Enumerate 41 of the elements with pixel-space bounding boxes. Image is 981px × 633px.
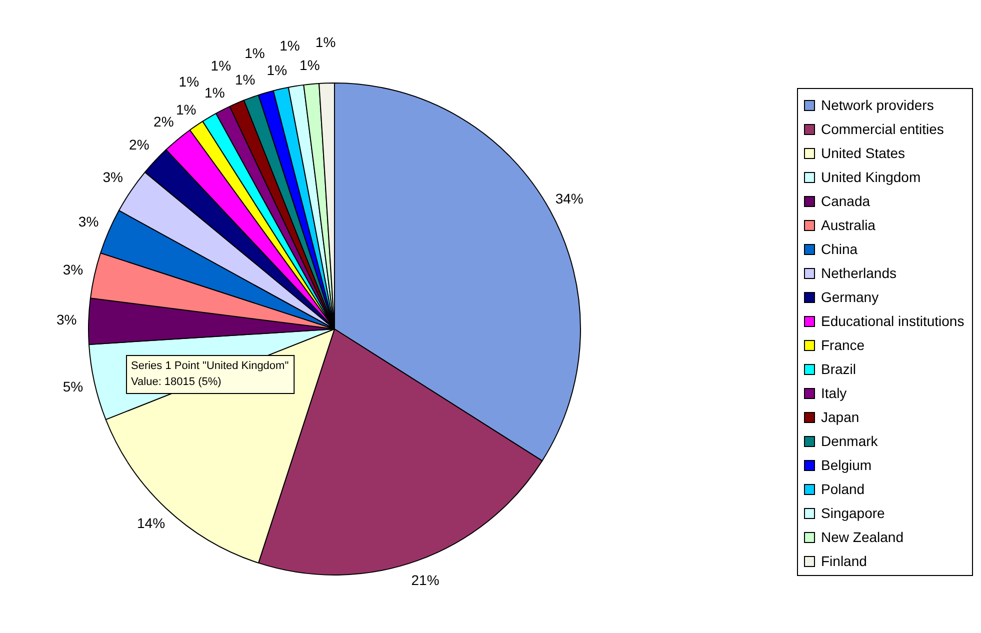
legend-label: Brazil	[821, 361, 856, 377]
data-label: 1%	[176, 102, 196, 118]
legend-label: United States	[821, 145, 906, 161]
legend-label: Denmark	[821, 433, 878, 449]
data-label: 1%	[210, 57, 232, 74]
data-label: 21%	[411, 572, 440, 588]
legend-label: Poland	[821, 481, 865, 497]
data-label: 3%	[102, 169, 123, 186]
legend-label: Canada	[821, 193, 870, 209]
data-label: 34%	[555, 190, 584, 207]
data-label: 5%	[62, 378, 84, 394]
legend-label: Singapore	[821, 505, 885, 521]
legend-label: Japan	[821, 409, 860, 425]
data-label: 1%	[300, 57, 320, 74]
data-label: 1%	[315, 34, 336, 50]
legend-label: Italy	[821, 385, 847, 401]
data-label: 1%	[178, 74, 200, 90]
data-label: 3%	[62, 261, 84, 278]
legend-label: France	[821, 337, 865, 353]
legend-label: China	[821, 241, 858, 257]
text: Series 1 Point "United Kingdom" Value: 18015 (5%)	[131, 360, 289, 388]
legend-label: Finland	[821, 553, 867, 569]
legend-label: Network providers	[821, 97, 934, 113]
data-label: 1%	[234, 71, 256, 88]
data-label: 2%	[129, 136, 150, 152]
legend-label: Germany	[821, 289, 879, 305]
data-label: 2%	[154, 113, 174, 130]
data-label: 14%	[137, 515, 166, 532]
legend-label: United Kingdom	[821, 169, 921, 185]
legend-label: New Zealand	[821, 529, 904, 545]
data-label: 3%	[56, 311, 77, 328]
legend-label: Australia	[821, 217, 876, 233]
data-label: 1%	[280, 37, 300, 54]
data-label: 1%	[266, 62, 288, 78]
data-label: 3%	[78, 213, 99, 230]
legend-label: Netherlands	[821, 265, 896, 281]
data-label: 1%	[204, 84, 225, 101]
legend-label: Educational institutions	[821, 313, 964, 329]
legend-label: Belgium	[821, 457, 872, 473]
data-label: 1%	[244, 45, 265, 62]
legend-label: Commercial entities	[821, 121, 944, 137]
